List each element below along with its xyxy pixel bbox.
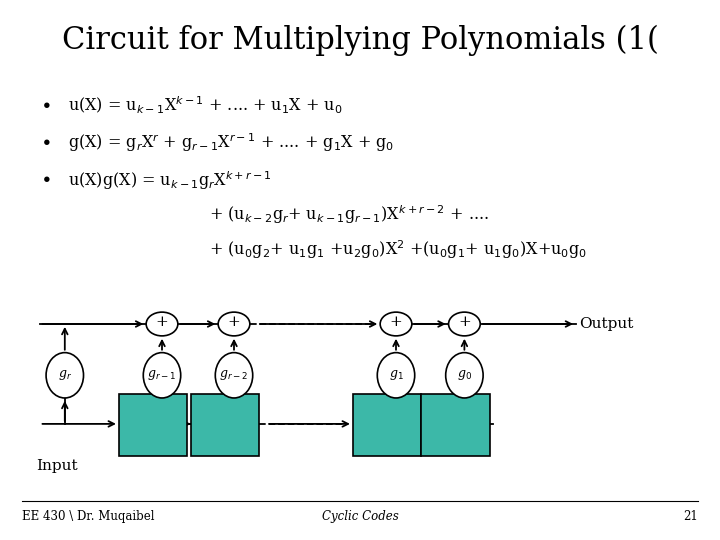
Text: Cyclic Codes: Cyclic Codes: [322, 510, 398, 523]
Text: EE 430 \ Dr. Muqaibel: EE 430 \ Dr. Muqaibel: [22, 510, 154, 523]
Ellipse shape: [446, 353, 483, 398]
Text: $\bullet$: $\bullet$: [40, 169, 50, 187]
Bar: [421, 394, 490, 456]
Text: +: +: [156, 315, 168, 329]
Text: + (u$_0$g$_2$+ u$_1$g$_1$ +u$_2$g$_0$)X$^2$ +(u$_0$g$_1$+ u$_1$g$_0$)X+u$_0$g$_0: + (u$_0$g$_2$+ u$_1$g$_1$ +u$_2$g$_0$)X$…: [209, 238, 587, 261]
Text: Output: Output: [580, 317, 634, 331]
Text: g$_1$: g$_1$: [389, 368, 403, 382]
Circle shape: [449, 312, 480, 336]
Ellipse shape: [46, 353, 84, 398]
Text: Input: Input: [36, 459, 78, 473]
Circle shape: [218, 312, 250, 336]
Text: 21: 21: [684, 510, 698, 523]
Text: g$_{r-2}$: g$_{r-2}$: [220, 368, 248, 382]
Text: g(X) = g$_r$X$^r$ + g$_{r-1}$X$^{r-1}$ + .... + g$_1$X + g$_0$: g(X) = g$_r$X$^r$ + g$_{r-1}$X$^{r-1}$ +…: [68, 132, 395, 154]
Circle shape: [380, 312, 412, 336]
Text: $\bullet$: $\bullet$: [40, 94, 50, 112]
Ellipse shape: [215, 353, 253, 398]
Text: +: +: [390, 315, 402, 329]
Text: g$_r$: g$_r$: [58, 368, 72, 382]
Text: g$_{r-1}$: g$_{r-1}$: [148, 368, 176, 382]
Bar: [191, 394, 259, 456]
Bar: [119, 394, 187, 456]
Text: +: +: [228, 315, 240, 329]
Text: + (u$_{k-2}$g$_r$+ u$_{k-1}$g$_{r-1}$)X$^{k+r-2}$ + ....: + (u$_{k-2}$g$_r$+ u$_{k-1}$g$_{r-1}$)X$…: [209, 204, 489, 226]
Ellipse shape: [377, 353, 415, 398]
Text: Circuit for Multiplying Polynomials (1(: Circuit for Multiplying Polynomials (1(: [62, 24, 658, 56]
Bar: [353, 394, 421, 456]
Circle shape: [146, 312, 178, 336]
Text: u(X) = u$_{k-1}$X$^{k-1}$ + .... + u$_1$X + u$_0$: u(X) = u$_{k-1}$X$^{k-1}$ + .... + u$_1$…: [68, 94, 343, 116]
Text: g$_0$: g$_0$: [456, 368, 472, 382]
Ellipse shape: [143, 353, 181, 398]
Text: u(X)g(X) = u$_{k-1}$g$_r$X$^{k+r-1}$: u(X)g(X) = u$_{k-1}$g$_r$X$^{k+r-1}$: [68, 169, 272, 192]
Text: +: +: [458, 315, 471, 329]
Text: $\bullet$: $\bullet$: [40, 132, 50, 150]
